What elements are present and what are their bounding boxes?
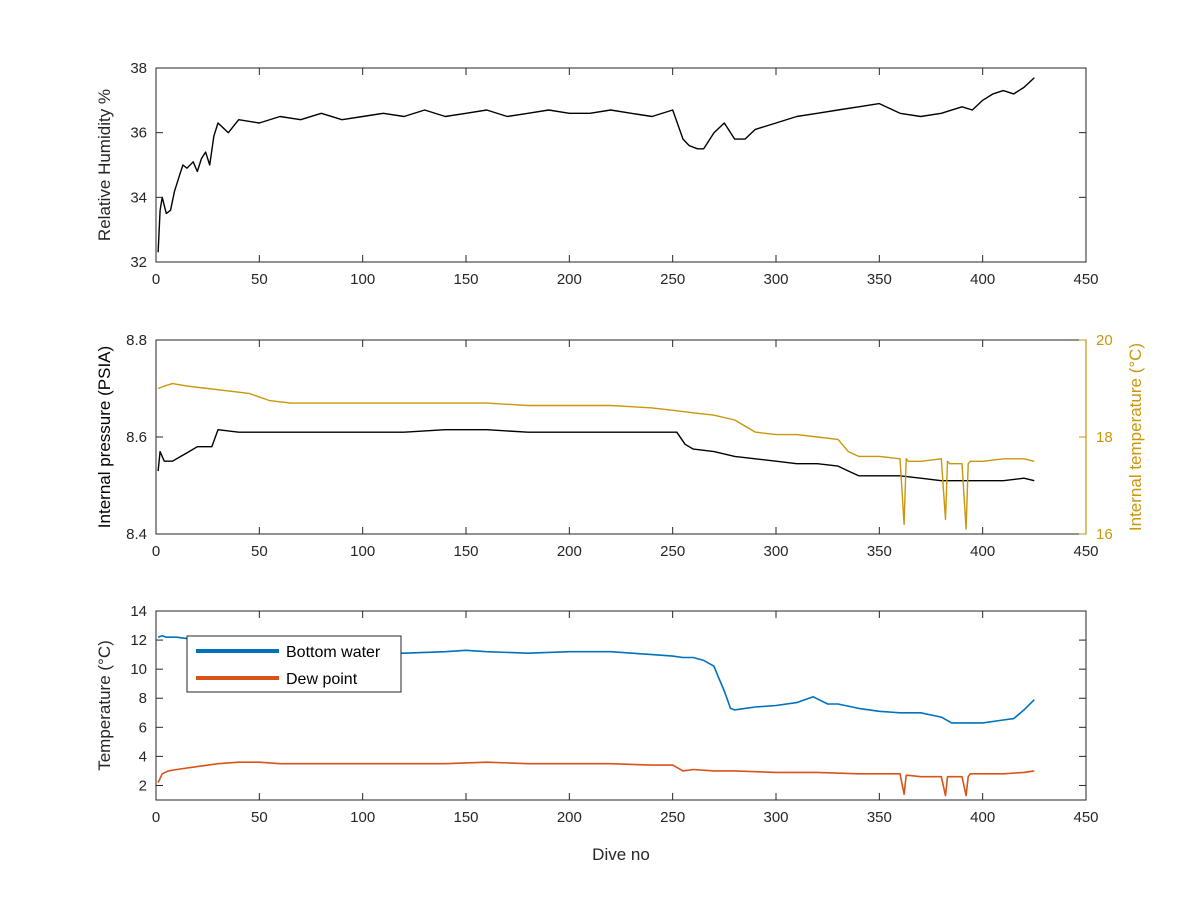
x-tick-label: 350 [867, 809, 892, 826]
y-tick-label: 8 [139, 690, 147, 707]
x-tick-label: 0 [152, 271, 160, 288]
x-tick-label: 200 [557, 543, 582, 560]
x-tick-label: 300 [763, 809, 788, 826]
legend-box [186, 635, 402, 693]
y-tick-label: 8.8 [126, 332, 147, 349]
x-tick-label: 100 [350, 271, 375, 288]
x-tick-label: 150 [453, 809, 478, 826]
x-axis-label: Dive no [592, 845, 650, 864]
y-tick-label: 4 [139, 748, 147, 765]
x-tick-label: 100 [350, 809, 375, 826]
series-line-1 [157, 429, 1035, 482]
x-tick-label: 150 [453, 271, 478, 288]
x-tick-label: 50 [251, 543, 268, 560]
y-axis-label: Relative Humidity % [95, 89, 114, 241]
series-line-1 [157, 77, 1035, 253]
y-tick-label: 36 [130, 125, 147, 142]
y-tick-right-label: 16 [1096, 526, 1113, 543]
x-tick-label: 200 [557, 271, 582, 288]
x-tick-label: 300 [763, 543, 788, 560]
y-axis-right-label: Internal temperature (°C) [1126, 343, 1145, 531]
x-tick-label: 300 [763, 271, 788, 288]
x-tick-label: 100 [350, 543, 375, 560]
y-axis-label: Internal pressure (PSIA) [95, 346, 114, 528]
x-tick-label: 50 [251, 809, 268, 826]
y-tick-label: 10 [130, 661, 147, 678]
series-line-2 [157, 382, 1035, 530]
legend-label: Bottom water [286, 644, 381, 661]
y-tick-label: 8.6 [126, 429, 147, 446]
x-tick-label: 450 [1073, 809, 1098, 826]
x-tick-label: 450 [1073, 543, 1098, 560]
y-axis-label: Temperature (°C) [95, 640, 114, 771]
x-tick-label: 350 [867, 271, 892, 288]
x-tick-label: 0 [152, 809, 160, 826]
subplot-1: 0 50 100 150 200 250 300 350 400 450 32 34 36 38 Relat… [95, 60, 1099, 288]
subplot-3: 0 50 100 150 200 250 300 350 400 450 2 4 6 8 10 12 14 Tem… [95, 603, 1099, 864]
y-tick-label: 6 [139, 719, 147, 736]
x-tick-label: 250 [660, 809, 685, 826]
subplot-2: 0 50 100 150 200 250 300 350 400 450 8.4 8.6 8.8 16 18… [95, 332, 1145, 560]
series-line-2 [157, 761, 1035, 797]
x-tick-label: 400 [970, 271, 995, 288]
legend-label: Dew point [286, 671, 358, 688]
x-tick-label: 450 [1073, 271, 1098, 288]
x-tick-label: 250 [660, 543, 685, 560]
x-tick-label: 50 [251, 271, 268, 288]
axes-box [155, 610, 1087, 801]
y-tick-label: 8.4 [126, 526, 147, 543]
x-tick-label: 400 [970, 809, 995, 826]
x-tick-label: 150 [453, 543, 478, 560]
y-tick-label: 38 [130, 60, 147, 77]
x-tick-label: 400 [970, 543, 995, 560]
y-tick-right-label: 18 [1096, 429, 1113, 446]
y-tick-label: 14 [130, 603, 147, 620]
y-tick-label: 2 [139, 777, 147, 794]
y-tick-label: 12 [130, 632, 147, 649]
legend: Bottom water Dew point [186, 635, 402, 693]
y-tick-right-label: 20 [1096, 332, 1113, 349]
x-tick-label: 350 [867, 543, 892, 560]
x-tick-label: 200 [557, 809, 582, 826]
x-tick-label: 0 [152, 543, 160, 560]
axes-box [155, 67, 1087, 263]
y-tick-label: 32 [130, 254, 147, 271]
y-tick-label: 34 [130, 189, 147, 206]
x-tick-label: 250 [660, 271, 685, 288]
